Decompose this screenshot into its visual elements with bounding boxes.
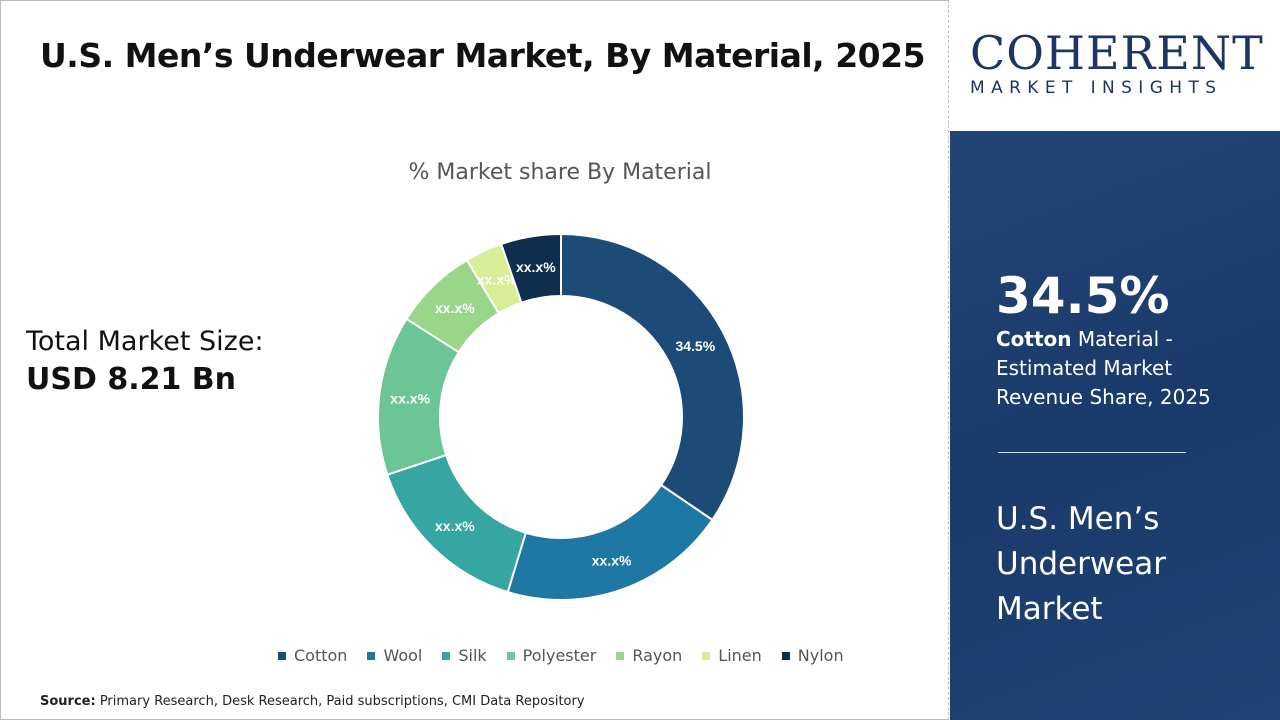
legend-swatch (367, 651, 376, 660)
highlight-panel: 34.5% Cotton Material - Estimated Market… (950, 131, 1280, 720)
legend-item-linen: Linen (702, 646, 762, 665)
legend-swatch (442, 651, 451, 660)
legend-item-wool: Wool (367, 646, 422, 665)
market-name: U.S. Men’s Underwear Market (996, 501, 1167, 627)
data-label-nylon: xx.x% (516, 259, 556, 275)
legend-label: Polyester (522, 646, 597, 665)
legend-item-polyester: Polyester (506, 646, 597, 665)
legend: Cotton Wool Silk Polyester Rayon Linen Nylon (278, 646, 844, 665)
legend-label: Nylon (797, 646, 844, 665)
legend-swatch (781, 651, 790, 660)
source-note: Source: Primary Research, Desk Research,… (40, 694, 585, 709)
legend-swatch (616, 651, 625, 660)
total-market-label: Total Market Size: (26, 326, 264, 357)
divider (998, 452, 1186, 453)
legend-item-rayon: Rayon (616, 646, 682, 665)
logo-wordmark: COHERENT (970, 26, 1264, 80)
donut-chart: 34.5%xx.x%xx.x%xx.x%xx.x%xx.x%xx.x% (377, 232, 745, 601)
highlight-segment: Cotton (996, 327, 1072, 351)
data-label-wool: xx.x% (592, 552, 632, 568)
legend-label: Cotton (294, 646, 348, 665)
legend-item-cotton: Cotton (278, 646, 347, 665)
legend-label: Rayon (632, 646, 683, 665)
legend-label: Silk (458, 646, 487, 665)
legend-swatch (506, 651, 515, 660)
data-label-linen: xx.x% (477, 271, 517, 287)
data-label-silk: xx.x% (435, 518, 475, 534)
legend-item-silk: Silk (442, 646, 487, 665)
page-title: U.S. Men’s Underwear Market, By Material… (40, 36, 926, 75)
legend-label: Wool (383, 646, 423, 665)
logo-tagline: MARKET INSIGHTS (970, 78, 1223, 98)
highlight-description: Cotton Material - Estimated Market Reven… (996, 325, 1256, 412)
highlight-desc-text: Material - Estimated Market Revenue Shar… (996, 327, 1211, 409)
highlight-value: 34.5% (996, 267, 1170, 325)
legend-swatch (278, 651, 286, 660)
legend-label: Linen (718, 646, 762, 665)
chart-title: % Market share By Material (408, 160, 712, 185)
legend-swatch (702, 651, 711, 660)
legend-item-nylon: Nylon (781, 646, 844, 665)
slice-cotton (560, 232, 745, 522)
data-label-cotton: 34.5% (675, 338, 715, 354)
data-label-polyester: xx.x% (390, 390, 430, 406)
slice-nylon (499, 232, 562, 304)
source-label: Source: (40, 694, 96, 709)
data-label-rayon: xx.x% (435, 300, 475, 316)
logo: COHERENT MARKET INSIGHTS (950, 0, 1280, 131)
slice-wool (506, 483, 714, 601)
source-text: Primary Research, Desk Research, Paid su… (95, 694, 585, 709)
total-market-value: USD 8.21 Bn (26, 362, 236, 397)
